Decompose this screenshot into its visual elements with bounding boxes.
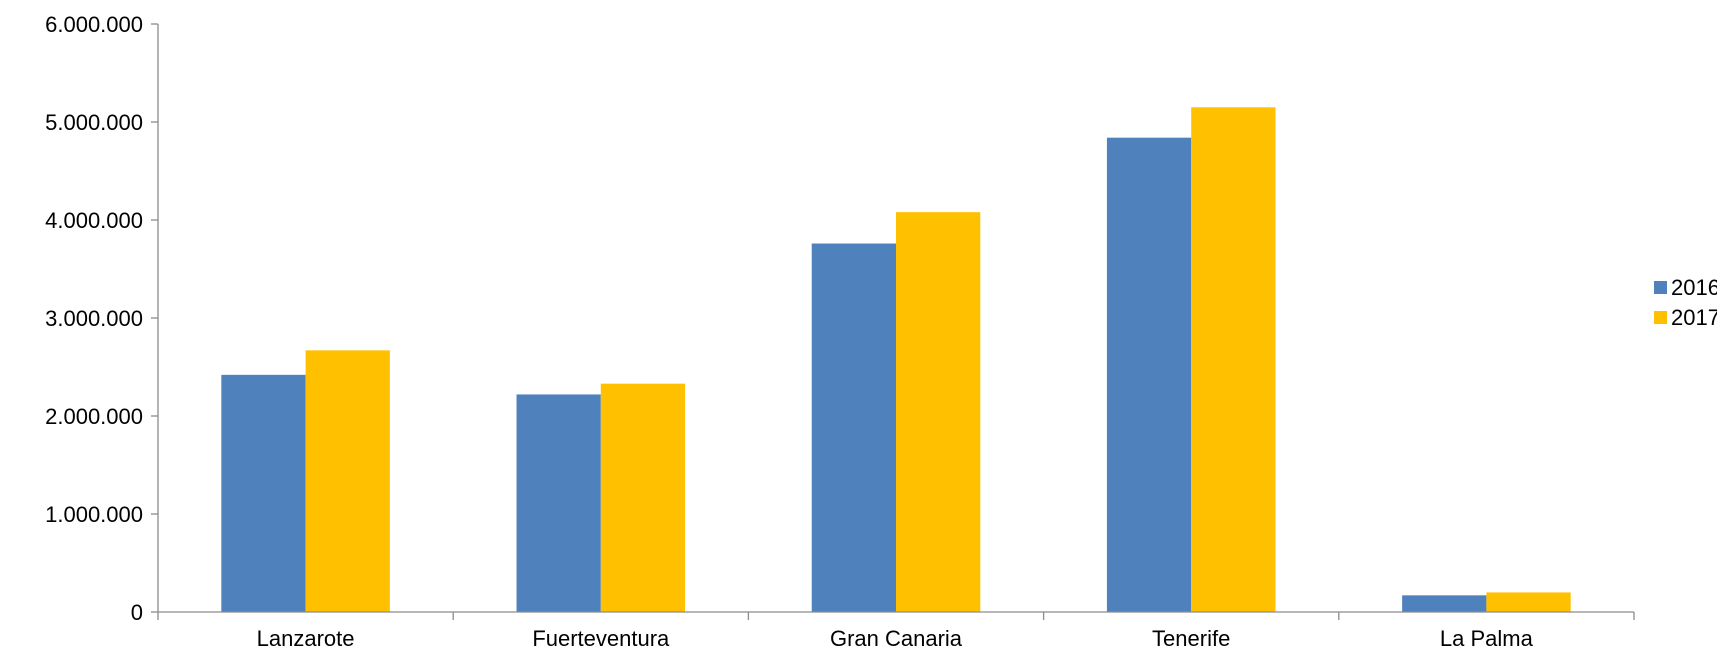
legend-label-2016: 2016 — [1671, 275, 1717, 300]
bar-2016-tenerife — [1106, 137, 1192, 612]
y-tick-label: 1.000.000 — [45, 502, 143, 527]
legend-label-2017: 2017 — [1671, 305, 1717, 330]
y-tick-label: 5.000.000 — [45, 110, 143, 135]
bar-2016-gran-canaria — [811, 243, 896, 612]
bar-2017-tenerife — [1191, 107, 1276, 613]
bar-2017-lanzarote — [305, 350, 390, 612]
bar-2017-la-palma — [1486, 592, 1571, 612]
y-tick-label: 2.000.000 — [45, 404, 143, 429]
bar-2017-fuerteventura — [600, 383, 686, 612]
bar-2016-la-palma — [1402, 595, 1487, 612]
y-tick-label: 3.000.000 — [45, 306, 143, 331]
legend-swatch-2017 — [1654, 311, 1667, 324]
y-tick-label: 0 — [131, 600, 143, 625]
x-axis-ticks: Lanzarote Fuerteventura Gran Canaria Teneri… — [157, 612, 1635, 651]
bars — [221, 107, 1571, 613]
x-tick-label: Gran Canaria — [830, 626, 963, 651]
y-axis-ticks: 0 1.000.000 2.000.000 3.000.000 4.000.000 5.0… — [45, 12, 158, 625]
y-tick-label: 6.000.000 — [45, 12, 143, 37]
x-tick-label: La Palma — [1440, 626, 1534, 651]
legend: 2016 2017 — [1654, 275, 1717, 330]
x-tick-label: Fuerteventura — [532, 626, 670, 651]
legend-swatch-2016 — [1654, 281, 1667, 294]
bar-2016-lanzarote — [221, 374, 306, 612]
x-tick-label: Tenerife — [1152, 626, 1230, 651]
bar-2017-gran-canaria — [896, 212, 981, 612]
x-tick-label: Lanzarote — [257, 626, 355, 651]
bar-2016-fuerteventura — [516, 394, 601, 612]
y-tick-label: 4.000.000 — [45, 208, 143, 233]
